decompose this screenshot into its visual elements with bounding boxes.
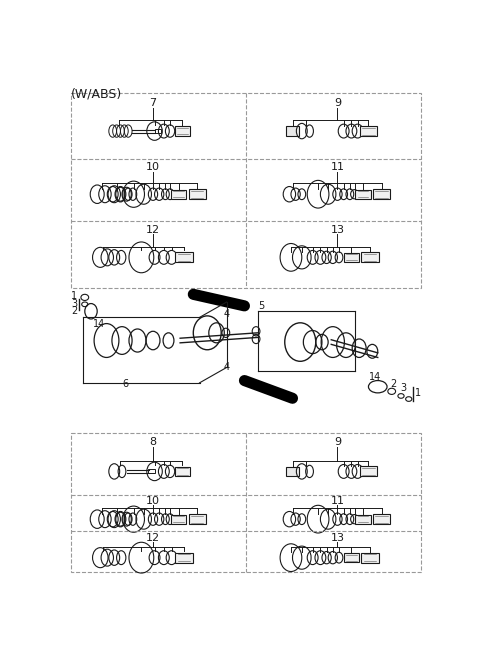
- Text: 14: 14: [369, 373, 381, 382]
- Text: 5: 5: [258, 301, 264, 311]
- FancyBboxPatch shape: [344, 253, 359, 262]
- Text: 1: 1: [415, 388, 421, 398]
- FancyBboxPatch shape: [361, 253, 379, 262]
- FancyBboxPatch shape: [176, 253, 192, 262]
- Text: 9: 9: [334, 437, 341, 447]
- Text: 12: 12: [146, 224, 160, 235]
- Text: 9: 9: [334, 98, 341, 108]
- FancyBboxPatch shape: [175, 467, 190, 476]
- FancyBboxPatch shape: [360, 466, 377, 476]
- Text: 11: 11: [330, 162, 345, 173]
- FancyBboxPatch shape: [360, 126, 377, 136]
- Text: 11: 11: [330, 496, 345, 506]
- Text: 4: 4: [224, 308, 230, 319]
- Text: 12: 12: [146, 533, 160, 543]
- Text: 13: 13: [330, 533, 345, 543]
- Text: 10: 10: [146, 162, 160, 173]
- FancyBboxPatch shape: [344, 553, 359, 562]
- Text: 1: 1: [71, 291, 77, 301]
- FancyBboxPatch shape: [171, 514, 186, 523]
- FancyBboxPatch shape: [189, 189, 206, 199]
- Text: 10: 10: [146, 496, 160, 506]
- Text: 3: 3: [400, 383, 407, 393]
- Text: 14: 14: [93, 319, 105, 329]
- Text: 8: 8: [149, 437, 156, 447]
- Text: (W/ABS): (W/ABS): [71, 88, 122, 101]
- Text: 2: 2: [71, 306, 77, 316]
- FancyBboxPatch shape: [373, 514, 390, 524]
- FancyBboxPatch shape: [171, 190, 186, 199]
- FancyBboxPatch shape: [189, 514, 206, 524]
- FancyBboxPatch shape: [373, 189, 390, 199]
- FancyBboxPatch shape: [286, 127, 299, 136]
- FancyBboxPatch shape: [286, 467, 299, 476]
- FancyBboxPatch shape: [175, 127, 190, 136]
- FancyBboxPatch shape: [361, 552, 379, 563]
- FancyBboxPatch shape: [355, 190, 371, 199]
- Text: 6: 6: [123, 379, 129, 390]
- Text: 2: 2: [390, 379, 396, 388]
- Text: 4: 4: [224, 363, 230, 373]
- Text: 13: 13: [330, 224, 345, 235]
- FancyBboxPatch shape: [355, 514, 371, 523]
- FancyBboxPatch shape: [176, 552, 192, 563]
- Text: 7: 7: [149, 98, 156, 108]
- Text: 3: 3: [71, 298, 77, 308]
